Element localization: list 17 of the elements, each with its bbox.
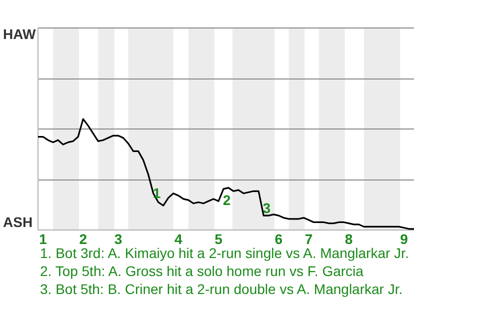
x-tick-label: 4: [174, 231, 182, 247]
text: 2. Top 5th: A. Gross hit a solo home run vs F. Garcia: [40, 263, 364, 279]
x-tick-label: 1: [39, 231, 48, 247]
x-tick-label: 8: [344, 231, 353, 247]
x-tick-label: 6: [274, 231, 283, 247]
text: ASH: [3, 214, 33, 230]
x-tick-label: 9: [400, 231, 408, 247]
x-tick-label: 7: [304, 231, 313, 247]
text: 3. Bot 5th: B. Criner hit a 2-run double vs A. Manglarkar Jr.: [40, 281, 403, 297]
x-tick-label: 5: [214, 231, 223, 247]
annotation: 2: [222, 192, 231, 208]
text: 1. Bot 3rd: A. Kimaiyo hit a 2-run single vs A. Manglarkar Jr.: [40, 245, 409, 261]
x-tick-label: 2: [79, 231, 88, 247]
annotation: 1: [152, 184, 161, 201]
text: HAW: [3, 26, 36, 42]
x-tick-label: 3: [114, 231, 122, 247]
annotation: 3: [262, 200, 271, 216]
